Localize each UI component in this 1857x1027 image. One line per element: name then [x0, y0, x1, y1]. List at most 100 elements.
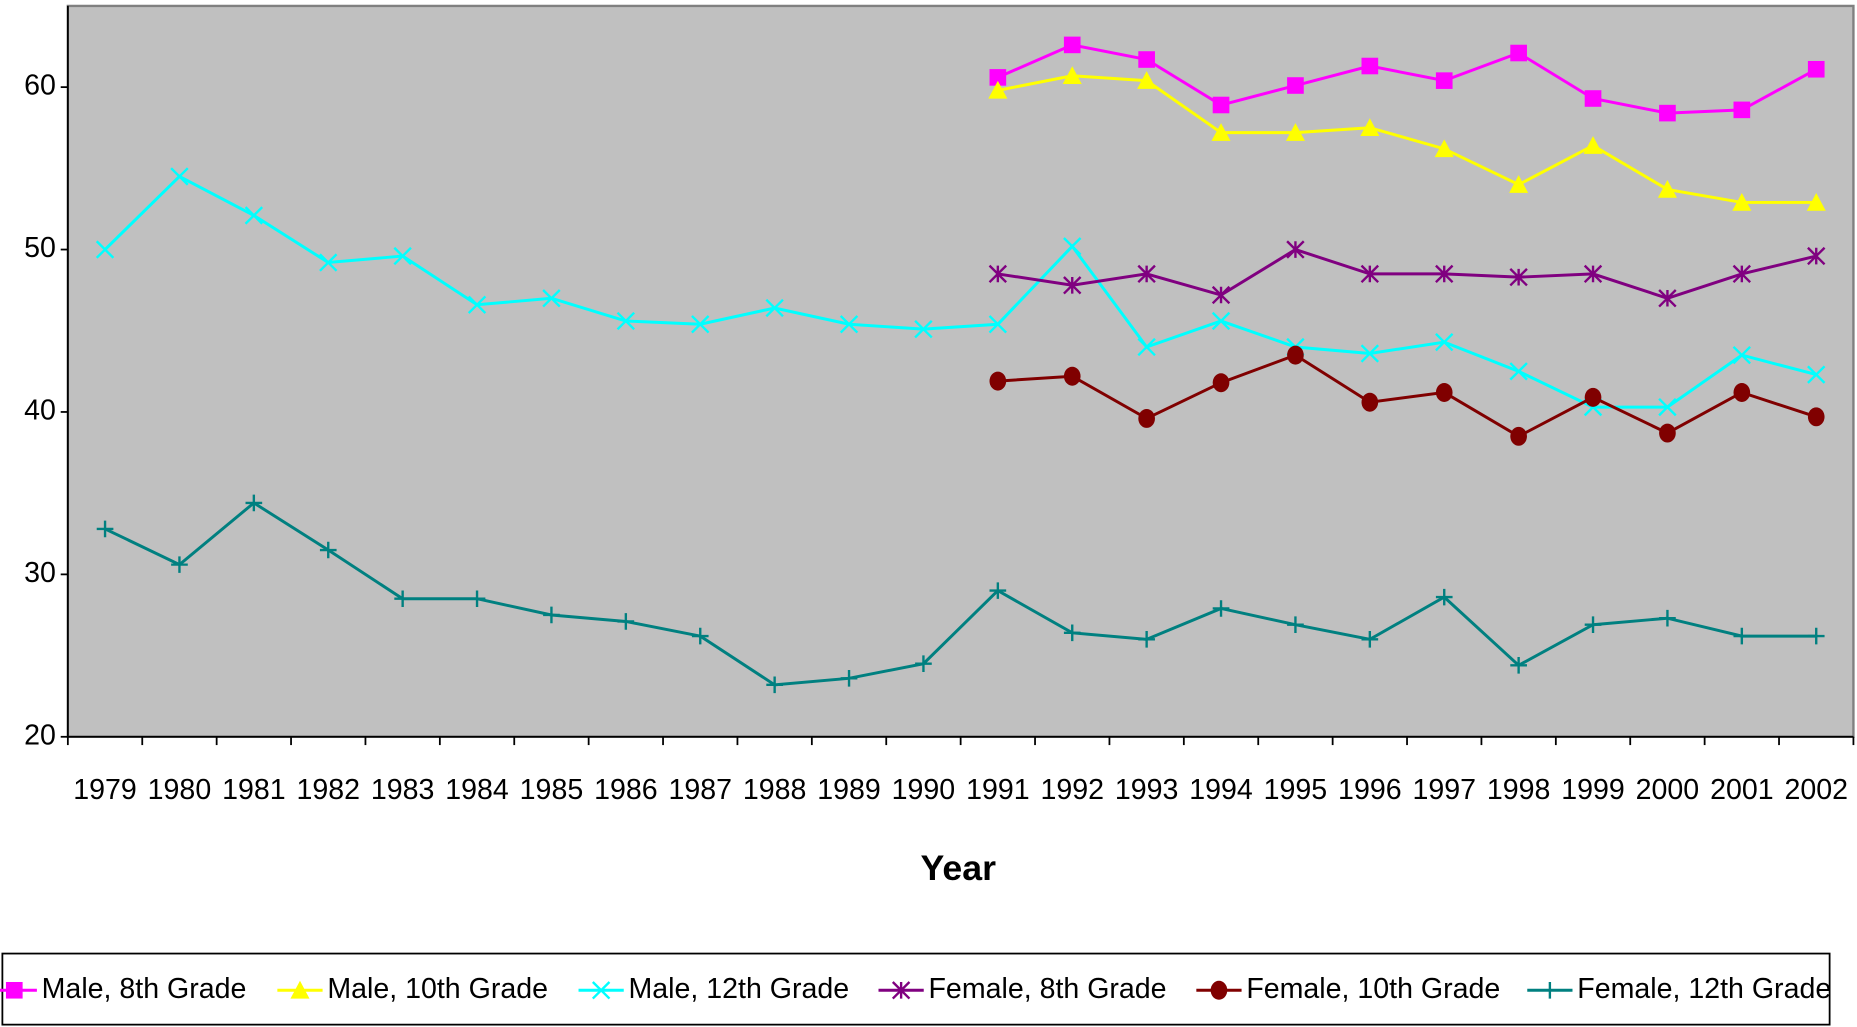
- marker: [1360, 118, 1380, 137]
- marker: [1807, 365, 1826, 384]
- x-tick-label: 1988: [743, 774, 807, 806]
- marker: [1657, 179, 1677, 198]
- marker: [1361, 57, 1379, 75]
- x-tick-label: 1995: [1264, 774, 1328, 806]
- marker: [542, 289, 561, 308]
- y-tick-label: 40: [24, 395, 56, 427]
- marker: [1509, 175, 1529, 193]
- x-tick-label: 1981: [222, 774, 286, 806]
- marker: [393, 246, 412, 266]
- y-tick-label: 20: [24, 719, 56, 751]
- marker: [1435, 72, 1453, 89]
- marker: [1732, 264, 1752, 284]
- marker: [691, 315, 710, 334]
- marker: [170, 167, 189, 186]
- x-tick-label: 2002: [1784, 774, 1848, 806]
- marker: [1287, 345, 1304, 365]
- marker: [1062, 66, 1082, 85]
- marker: [1138, 408, 1155, 428]
- marker: [1063, 366, 1081, 386]
- marker: [1210, 980, 1228, 1000]
- marker: [1138, 631, 1155, 648]
- legend-label: Female, 8th Grade: [929, 973, 1167, 1005]
- marker: [1584, 90, 1602, 107]
- marker: [1510, 426, 1527, 446]
- marker: [1584, 387, 1602, 407]
- x-tick-label: 1987: [668, 774, 732, 806]
- marker: [1360, 344, 1380, 363]
- marker: [1287, 616, 1304, 634]
- marker: [989, 69, 1007, 86]
- marker: [171, 556, 188, 573]
- legend-label: Male, 8th Grade: [42, 973, 247, 1005]
- x-tick-label: 1979: [73, 774, 137, 806]
- marker: [1212, 96, 1230, 114]
- marker: [1435, 332, 1454, 352]
- marker: [96, 520, 114, 538]
- marker: [1434, 139, 1454, 158]
- x-tick-label: 1991: [966, 774, 1030, 806]
- x-axis-title: Year: [921, 848, 997, 888]
- marker: [988, 264, 1008, 284]
- y-tick-label: 30: [24, 557, 56, 589]
- x-tick-label: 1997: [1412, 774, 1476, 806]
- marker: [1137, 337, 1156, 357]
- x-tick-label: 2000: [1636, 774, 1700, 806]
- marker: [1807, 246, 1826, 266]
- marker: [1584, 616, 1602, 634]
- series-line: [997, 74, 1817, 204]
- marker: [1659, 609, 1676, 627]
- y-tick-label: 60: [24, 70, 56, 102]
- marker: [766, 676, 783, 694]
- marker: [1063, 237, 1082, 256]
- x-tick-label: 1980: [148, 774, 212, 806]
- series-line: [997, 247, 1817, 300]
- x-tick-label: 1982: [296, 774, 360, 806]
- marker: [1212, 373, 1230, 393]
- series-line: [104, 501, 1817, 687]
- marker: [989, 371, 1007, 391]
- marker: [1509, 362, 1528, 381]
- marker: [839, 315, 859, 334]
- y-tick-label: 50: [24, 232, 56, 264]
- marker: [617, 613, 635, 630]
- marker: [1361, 392, 1379, 412]
- marker: [1435, 588, 1453, 606]
- marker: [1807, 407, 1825, 427]
- marker: [1583, 264, 1603, 284]
- marker: [1807, 60, 1825, 78]
- marker: [319, 253, 338, 272]
- marker: [1658, 289, 1677, 308]
- marker: [467, 295, 487, 314]
- marker: [95, 240, 115, 259]
- legend-label: Female, 12th Grade: [1577, 973, 1831, 1005]
- marker: [1659, 423, 1676, 443]
- marker: [1137, 71, 1157, 89]
- x-tick-label: 1984: [445, 774, 509, 806]
- marker: [765, 298, 784, 318]
- marker: [1807, 627, 1825, 645]
- marker: [1137, 264, 1156, 284]
- marker: [915, 655, 932, 672]
- x-tick-label: 1985: [520, 774, 584, 806]
- legend-label: Male, 12th Grade: [629, 973, 850, 1005]
- marker: [1211, 123, 1231, 141]
- marker: [1732, 345, 1752, 365]
- marker: [840, 670, 858, 687]
- x-tick-label: 2001: [1710, 774, 1774, 806]
- marker: [1286, 240, 1305, 259]
- marker: [394, 590, 411, 608]
- marker: [319, 541, 337, 559]
- marker: [1211, 311, 1231, 331]
- marker: [1063, 36, 1081, 54]
- series-line: [104, 174, 1817, 409]
- marker: [914, 319, 933, 339]
- x-tick-label: 1990: [892, 774, 956, 806]
- marker: [1138, 51, 1155, 68]
- marker: [891, 981, 911, 1000]
- marker: [989, 582, 1007, 599]
- x-tick-label: 1996: [1338, 774, 1402, 806]
- series-line: [997, 353, 1817, 439]
- marker: [1435, 264, 1454, 284]
- marker: [5, 981, 23, 999]
